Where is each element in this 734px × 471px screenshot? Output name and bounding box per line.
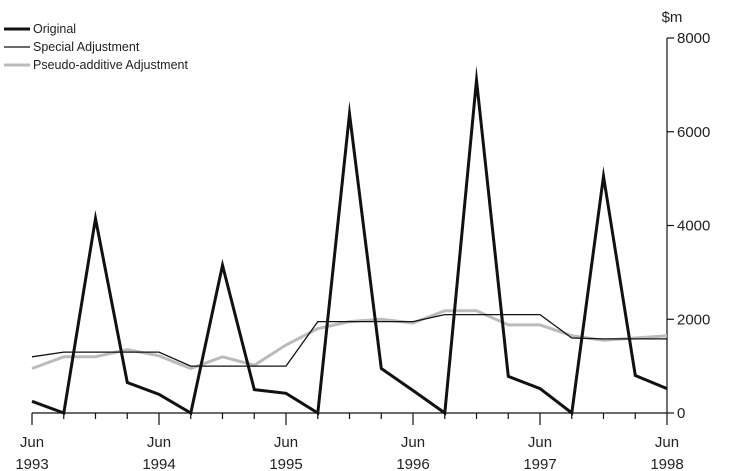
series-line-special-adjustment — [31, 313, 667, 367]
series-line-pseudo-additive-adjustment — [31, 309, 668, 371]
y-tick-label: 0 — [677, 405, 685, 422]
legend-label-pseudo-additive-adjustment: Pseudo-additive Adjustment — [33, 58, 188, 72]
x-tick-label-year: 1993 — [15, 456, 48, 471]
plot-area — [31, 37, 674, 425]
legend: Original Special Adjustment Pseudo-addit… — [4, 22, 188, 72]
legend-label-special-adjustment: Special Adjustment — [33, 40, 140, 54]
y-tick-label: 8000 — [677, 30, 710, 47]
legend-label-original: Original — [33, 22, 76, 36]
x-tick-label-month: Jun — [528, 434, 552, 451]
y-axis-unit-label: $m — [662, 9, 683, 26]
y-tick-label: 6000 — [677, 124, 710, 141]
x-tick-label-month: Jun — [655, 434, 679, 451]
x-tick-label-month: Jun — [401, 434, 425, 451]
x-tick-label-year: 1994 — [142, 456, 175, 471]
y-tick-label: 2000 — [677, 311, 710, 328]
x-tick-label-year: 1995 — [269, 456, 302, 471]
series-line-original — [31, 65, 668, 416]
x-tick-label-year: 1996 — [396, 456, 429, 471]
x-tick-label-month: Jun — [274, 434, 298, 451]
x-tick-label-month: Jun — [20, 434, 44, 451]
x-tick-label-month: Jun — [147, 434, 171, 451]
y-tick-label: 4000 — [677, 218, 710, 235]
x-tick-label-year: 1998 — [650, 456, 683, 471]
x-tick-label-year: 1997 — [523, 456, 556, 471]
